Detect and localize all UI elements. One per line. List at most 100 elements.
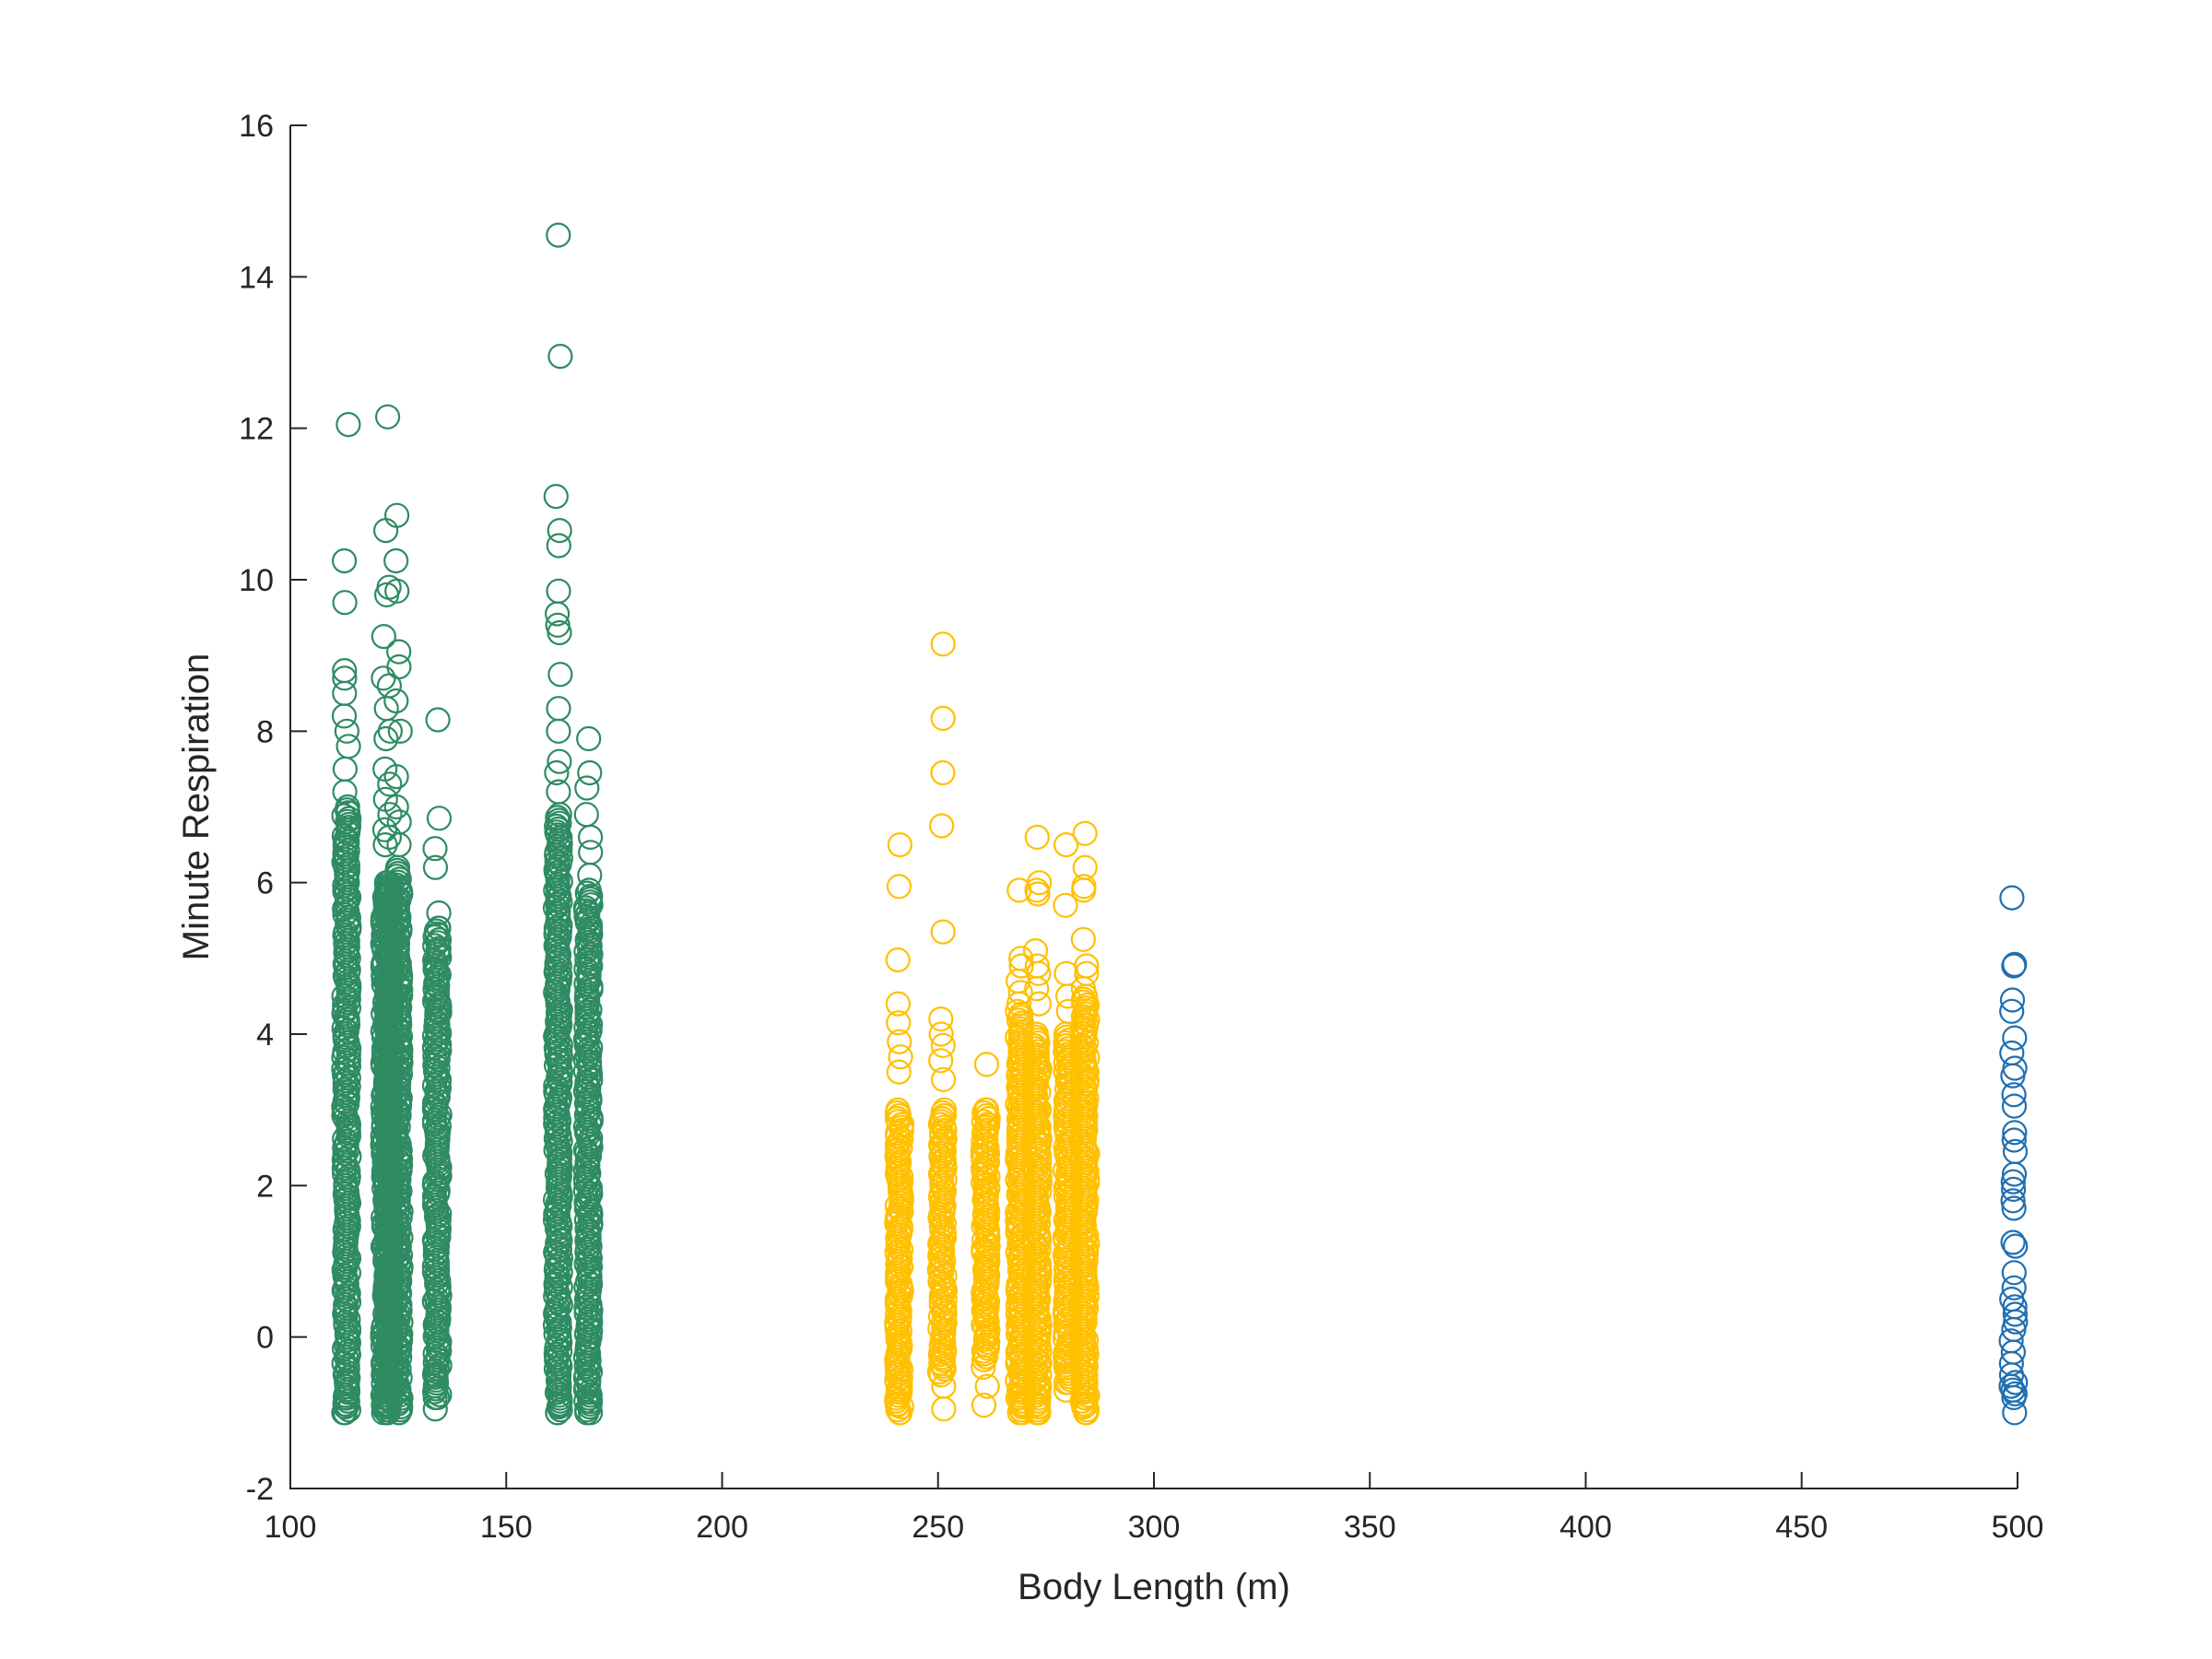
plot-points — [331, 222, 2029, 1426]
data-point — [547, 619, 572, 646]
data-point — [424, 983, 450, 1009]
data-point — [422, 1396, 448, 1422]
data-point — [421, 1023, 448, 1049]
data-point — [335, 734, 361, 759]
data-point — [886, 874, 912, 900]
y-tick-label: 0 — [256, 1321, 274, 1356]
data-point — [2002, 1025, 2028, 1051]
data-point — [971, 1354, 996, 1381]
data-point — [930, 1347, 956, 1372]
data-point — [1053, 831, 1079, 858]
data-point — [574, 775, 600, 801]
data-point — [1008, 953, 1034, 979]
data-point — [1005, 998, 1030, 1024]
data-point — [547, 748, 572, 774]
data-point — [1022, 1392, 1049, 1418]
data-point — [2002, 1400, 2028, 1426]
data-point — [1075, 1167, 1100, 1193]
x-tick-label: 350 — [1344, 1510, 1396, 1545]
data-point — [423, 918, 450, 944]
data-point — [574, 1400, 600, 1426]
data-point — [386, 639, 412, 665]
data-point — [1023, 1021, 1049, 1047]
data-point — [547, 662, 573, 688]
data-point — [373, 725, 399, 752]
data-point — [546, 1377, 572, 1403]
data-point — [2002, 1301, 2028, 1327]
data-point — [384, 578, 410, 604]
data-point — [331, 703, 358, 729]
data-point — [2003, 1233, 2029, 1259]
data-point — [377, 771, 403, 797]
data-point — [578, 840, 604, 865]
data-point — [929, 813, 955, 839]
data-point — [1074, 1085, 1100, 1112]
data-point — [2001, 1384, 2027, 1411]
data-point — [422, 1043, 448, 1069]
data-point — [375, 404, 401, 429]
data-point — [885, 991, 912, 1017]
data-point — [426, 1113, 452, 1139]
data-point — [577, 759, 603, 786]
x-tick-label: 150 — [480, 1510, 533, 1545]
data-point — [887, 831, 913, 858]
data-point — [2001, 1161, 2028, 1187]
data-point — [543, 483, 569, 510]
data-point — [1074, 960, 1100, 986]
data-point — [382, 989, 408, 1015]
data-point — [577, 824, 604, 851]
data-point — [426, 1076, 452, 1101]
data-point — [384, 502, 410, 528]
data-point — [928, 1048, 954, 1074]
y-tick-label: 6 — [256, 866, 274, 901]
data-point — [2001, 1127, 2027, 1153]
series-2 — [884, 631, 1100, 1426]
data-point — [2001, 1275, 2027, 1300]
data-point — [973, 1052, 1000, 1077]
data-point — [1007, 980, 1033, 1006]
data-point — [2002, 1055, 2028, 1081]
data-point — [387, 718, 413, 744]
data-point — [2000, 1169, 2026, 1194]
data-point — [1999, 998, 2025, 1024]
data-point — [383, 763, 409, 790]
data-point — [972, 1256, 998, 1282]
data-point — [1073, 1400, 1099, 1426]
x-axis-ticks: 100 150 200 250 300 350 400 450 500 — [265, 1472, 2043, 1545]
data-point — [334, 1370, 359, 1395]
data-point — [332, 547, 358, 574]
data-point — [1999, 1040, 2025, 1066]
x-tick-label: 200 — [696, 1510, 748, 1545]
data-point — [888, 1044, 913, 1070]
data-point — [971, 1158, 996, 1183]
data-point — [1070, 926, 1097, 952]
data-point — [576, 877, 602, 903]
data-point — [422, 854, 449, 880]
axes-frame — [289, 125, 2018, 1489]
data-point — [544, 759, 570, 786]
data-point — [1999, 885, 2025, 911]
data-point — [425, 937, 451, 964]
data-point — [546, 578, 571, 604]
data-point — [887, 1029, 912, 1054]
data-point — [2001, 1082, 2027, 1108]
data-point — [383, 794, 409, 820]
data-point — [2000, 1063, 2026, 1088]
data-point — [377, 718, 403, 744]
data-point — [930, 759, 956, 786]
data-point — [547, 344, 573, 370]
data-point — [422, 1384, 448, 1411]
data-point — [545, 805, 571, 830]
data-point — [930, 631, 956, 657]
data-point — [422, 957, 448, 982]
data-point — [424, 998, 450, 1024]
data-point — [930, 919, 956, 945]
data-point — [578, 1181, 604, 1206]
data-point — [2001, 1260, 2027, 1286]
data-point — [928, 1006, 954, 1032]
data-point — [1053, 892, 1078, 918]
data-point — [546, 222, 571, 248]
data-point — [386, 653, 412, 680]
data-point — [931, 1097, 958, 1123]
